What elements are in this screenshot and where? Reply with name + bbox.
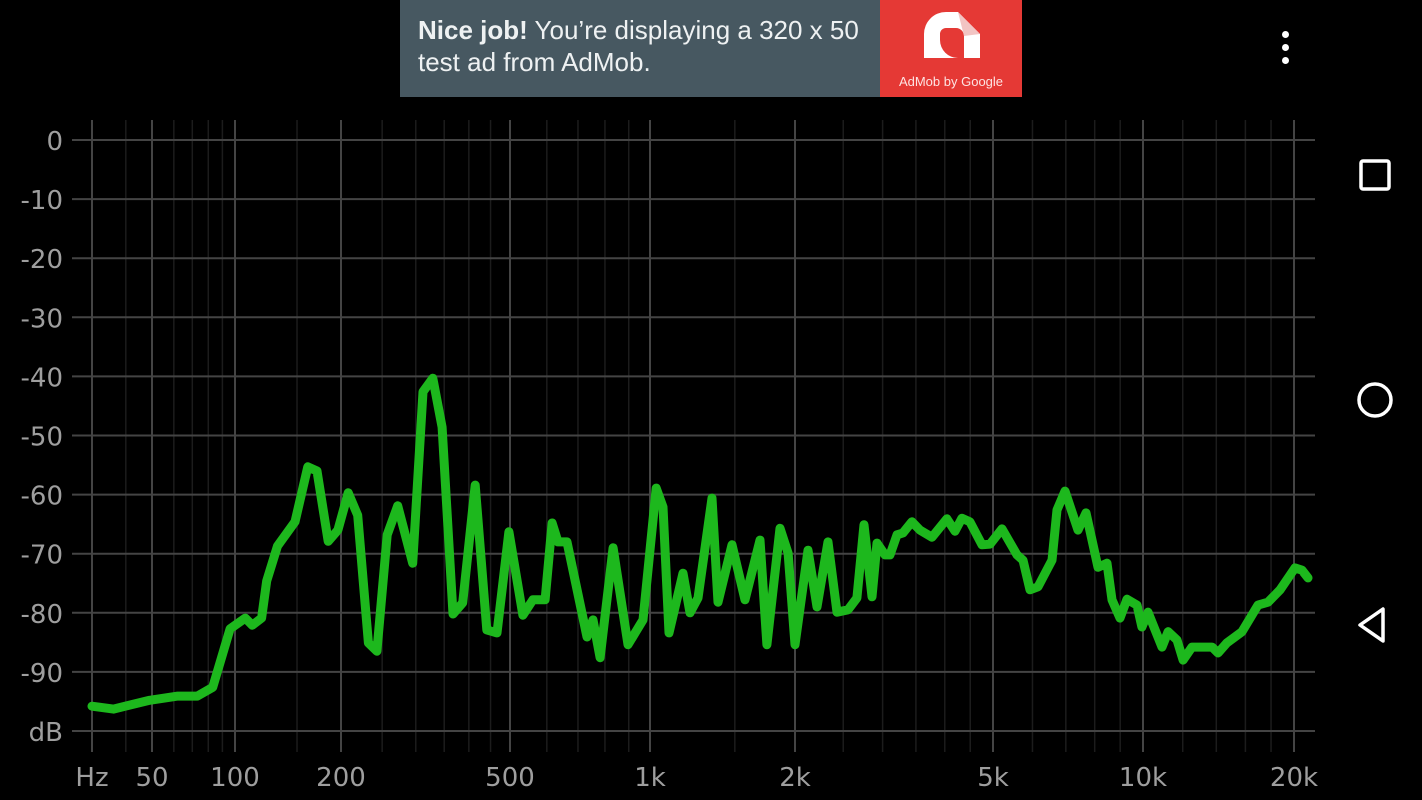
x-tick-label: 20k bbox=[1270, 763, 1318, 793]
y-tick-label: -70 bbox=[21, 541, 63, 571]
android-nav-bar bbox=[1330, 0, 1422, 800]
recents-button[interactable] bbox=[1350, 150, 1400, 200]
x-axis-labels: Hz 50 100 200 500 1k 2k 5k 10k 20k bbox=[75, 763, 1318, 793]
x-tick-label: 10k bbox=[1119, 763, 1167, 793]
x-tick-label: 1k bbox=[634, 763, 666, 793]
y-tick-label: -50 bbox=[21, 423, 63, 453]
y-axis-labels: 0 -10 -20 -30 -40 -50 -60 -70 -80 -90 dB bbox=[21, 127, 63, 748]
x-tick-label: 50 bbox=[135, 763, 168, 793]
x-unit-label: Hz bbox=[75, 763, 108, 793]
more-vert-icon bbox=[1282, 57, 1289, 64]
y-tick-label: -80 bbox=[21, 600, 63, 630]
x-tick-label: 2k bbox=[779, 763, 811, 793]
y-unit-label: dB bbox=[29, 718, 63, 748]
ad-text: Nice job! You’re displaying a 320 x 50 t… bbox=[418, 14, 878, 78]
home-circle-icon bbox=[1357, 382, 1393, 418]
ad-logo-caption: AdMob by Google bbox=[898, 74, 1004, 89]
spectrum-chart: 0 -10 -20 -30 -40 -50 -60 -70 -80 -90 dB Hz 50 100 20… bbox=[21, 120, 1318, 793]
ad-headline-bold: Nice job! bbox=[418, 15, 528, 45]
more-vert-icon bbox=[1282, 31, 1289, 38]
home-button[interactable] bbox=[1350, 375, 1400, 425]
x-tick-label: 200 bbox=[316, 763, 366, 793]
y-tick-label: -40 bbox=[21, 363, 63, 393]
major-gridlines bbox=[72, 120, 1315, 752]
admob-test-banner[interactable]: Nice job! You’re displaying a 320 x 50 t… bbox=[400, 0, 1022, 97]
admob-logo-icon bbox=[924, 12, 980, 58]
y-tick-label: -60 bbox=[21, 482, 63, 512]
y-tick-label: 0 bbox=[46, 127, 63, 157]
ad-headline: You’re displaying a 320 x 50 test ad fro… bbox=[418, 15, 859, 77]
recents-square-icon bbox=[1359, 159, 1391, 191]
y-tick-label: -10 bbox=[21, 186, 63, 216]
admob-logo: AdMob by Google bbox=[880, 0, 1022, 97]
more-options-menu-button[interactable] bbox=[1272, 28, 1300, 66]
x-tick-label: 100 bbox=[210, 763, 260, 793]
y-tick-label: -20 bbox=[21, 245, 63, 275]
x-tick-label: 5k bbox=[977, 763, 1009, 793]
more-vert-icon bbox=[1282, 44, 1289, 51]
spectrum-line bbox=[87, 373, 1313, 714]
back-triangle-icon bbox=[1358, 607, 1385, 643]
back-button[interactable] bbox=[1350, 600, 1400, 650]
x-tick-label: 500 bbox=[485, 763, 535, 793]
y-tick-label: -30 bbox=[21, 304, 63, 334]
y-tick-label: -90 bbox=[21, 659, 63, 689]
